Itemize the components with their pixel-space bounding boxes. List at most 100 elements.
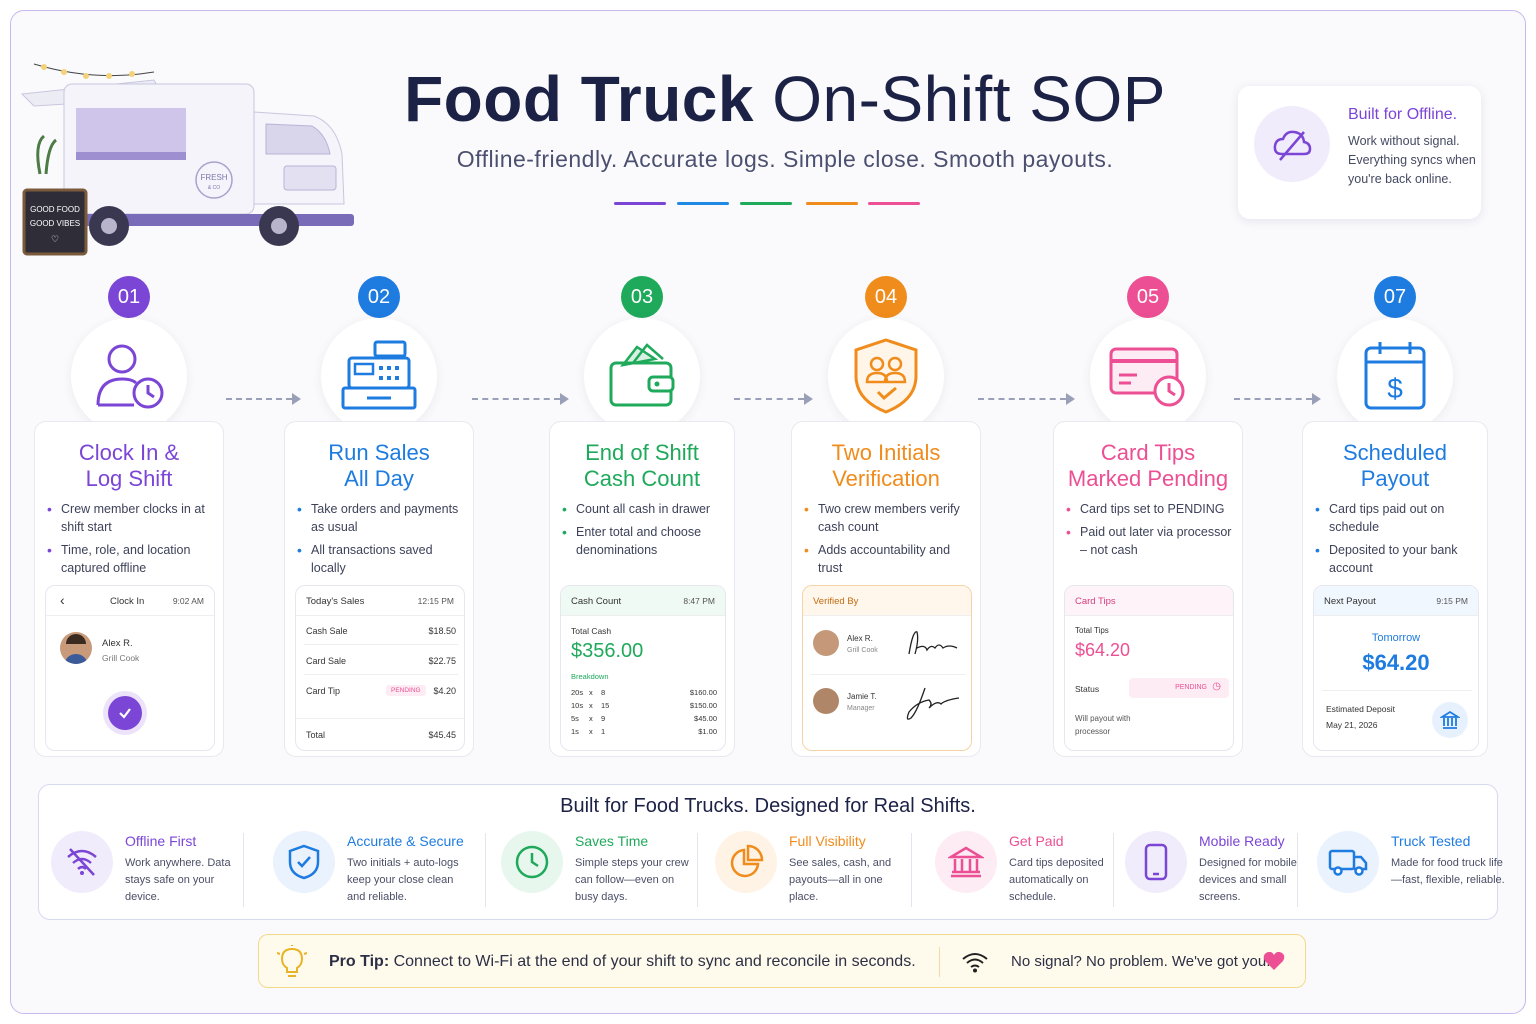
feature-title: Accurate & Secure	[347, 833, 464, 849]
step-bullets: Crew member clocks in at shift start Tim…	[47, 500, 219, 582]
step-01: 01 Clock In &Log Shift Crew member clock…	[34, 276, 224, 758]
step-bullets: Card tips set to PENDING Paid out later …	[1066, 500, 1238, 564]
screen-time: 9:02 AM	[172, 596, 204, 606]
arrow-head	[1312, 393, 1321, 405]
cloud-off-icon	[1254, 106, 1330, 182]
feature-text: Made for food truck life—fast, flexible,…	[1391, 857, 1505, 886]
avatar	[813, 688, 839, 714]
payout-note: Will payout with processor	[1075, 714, 1131, 736]
verifier-name: Jamie T.	[847, 692, 877, 701]
screen-title: Cash Count	[571, 596, 622, 607]
verifier-role: Grill Cook	[847, 647, 878, 654]
clock-icon	[501, 831, 563, 893]
card-clock-icon	[1090, 318, 1206, 434]
check-button[interactable]	[108, 696, 142, 730]
arrow-head	[560, 393, 569, 405]
screen-time: 12:15 PM	[417, 596, 454, 606]
user-clock-icon	[71, 318, 187, 434]
feature-text: Work anywhere. Data stays safe on your d…	[125, 857, 231, 903]
screen-title: Next Payout	[1324, 596, 1376, 607]
pro-tip-bar: Pro Tip: Connect to Wi-Fi at the end of …	[258, 934, 1306, 988]
screen-title: Card Tips	[1075, 596, 1116, 607]
accent-dash	[868, 202, 920, 205]
denom-row: 20s x 8 $160.00	[571, 688, 717, 697]
pie-chart-icon	[715, 831, 777, 893]
step-bullets: Card tips paid out on schedule Deposited…	[1315, 500, 1487, 582]
page-title: Food Truck On-Shift SOP	[404, 63, 1166, 135]
heart-icon	[1263, 951, 1285, 970]
sign-line-2: GOOD VIBES	[30, 219, 80, 228]
deposit-label: Estimated Deposit	[1326, 704, 1395, 714]
card-tips-screen: Card Tips Total Tips $64.20 Status PENDI…	[1064, 585, 1234, 751]
feature-text: Simple steps your crew can follow—even o…	[575, 857, 689, 903]
avatar	[813, 630, 839, 656]
feature-title: Full Visibility	[789, 833, 866, 849]
step-title: Scheduled Payout	[1343, 440, 1447, 491]
screen-time: 9:15 PM	[1436, 596, 1468, 606]
pro-tip-right-text: No signal? No problem. We've got you.	[1011, 953, 1271, 970]
step-title: Run Sales All Day	[328, 440, 430, 491]
clock-icon: ◷	[1212, 681, 1221, 692]
bullet: Deposited to your bank account	[1315, 541, 1487, 577]
accent-dash	[806, 202, 858, 205]
wallet-cash-icon	[584, 318, 700, 434]
feature-title: Truck Tested	[1391, 833, 1471, 849]
bank-icon	[1432, 702, 1468, 738]
feature-title: Mobile Ready	[1199, 833, 1285, 849]
step-number: 07	[1374, 276, 1416, 318]
shield-people-icon	[828, 318, 944, 434]
features-heading: Built for Food Trucks. Designed for Real…	[560, 795, 976, 817]
denom-row: 10s x 15 $150.00	[571, 701, 717, 710]
step-number: 03	[621, 276, 663, 318]
verification-screen: Verified By Alex R. Grill Cook Jamie T. …	[802, 585, 972, 751]
verifier-name: Alex R.	[847, 634, 873, 643]
screen-title: Verified By	[813, 596, 859, 607]
total-tips-label: Total Tips	[1075, 626, 1109, 635]
sales-screen: Today's Sales 12:15 PM Cash Sale $18.50 C…	[295, 585, 465, 751]
shield-check-icon	[273, 831, 335, 893]
step-card: Clock In &Log Shift Crew member clocks i…	[34, 421, 224, 757]
payout-when: Tomorrow	[1371, 632, 1421, 644]
truck-logo-text: FRESH	[200, 173, 227, 182]
step-number: 02	[358, 276, 400, 318]
arrow-head	[1066, 393, 1075, 405]
pending-badge: PENDING	[386, 685, 426, 696]
flow-arrow	[472, 398, 560, 400]
total-cash-value: $356.00	[571, 640, 644, 662]
total-tips-value: $64.20	[1075, 640, 1131, 660]
calendar-dollar-icon: $	[1337, 318, 1453, 434]
arrow-head	[804, 393, 813, 405]
bullet: All transactions saved locally	[297, 541, 469, 577]
feature-text: Two initials + auto-logs keep your close…	[347, 857, 459, 903]
food-truck-illustration: FRESH & CO GOOD FOOD GOOD VIBES ♡	[20, 63, 354, 256]
sign-line-1: GOOD FOOD	[30, 205, 80, 214]
total-cash-label: Total Cash	[571, 626, 612, 636]
status-label: Status	[1075, 684, 1100, 694]
feature-title: Saves Time	[575, 833, 649, 849]
step-bullets: Two crew members verify cash count Adds …	[804, 500, 976, 582]
denomination-list: 20s x 8 $160.00 10s x 15 $150.00 5s x 9 $45.00 1s…	[571, 686, 717, 738]
flow-arrow	[226, 398, 292, 400]
arrow-head	[292, 393, 301, 405]
features-panel: Built for Food Trucks. Designed for Real…	[38, 784, 1505, 920]
bullet: Take orders and payments as usual	[297, 500, 469, 536]
back-chevron-icon[interactable]: ‹	[60, 592, 65, 608]
step-bullets: Count all cash in drawer Enter total and…	[562, 500, 734, 564]
avatar	[60, 632, 92, 664]
svg-text:$: $	[1387, 373, 1403, 404]
step-bullets: Take orders and payments as usual All tr…	[297, 500, 469, 582]
wifi-off-icon	[51, 831, 113, 893]
wifi-icon	[962, 953, 988, 973]
screen-title: Today's Sales	[306, 596, 365, 607]
payout-amount: $64.20	[1362, 650, 1430, 675]
offline-card: Built for Offline. Work without signal. …	[1238, 86, 1481, 219]
offline-card-title: Built for Offline.	[1348, 106, 1458, 123]
step-number: 05	[1127, 276, 1169, 318]
sale-row: Card Sale $22.75	[306, 656, 456, 666]
step-number: 04	[865, 276, 907, 318]
